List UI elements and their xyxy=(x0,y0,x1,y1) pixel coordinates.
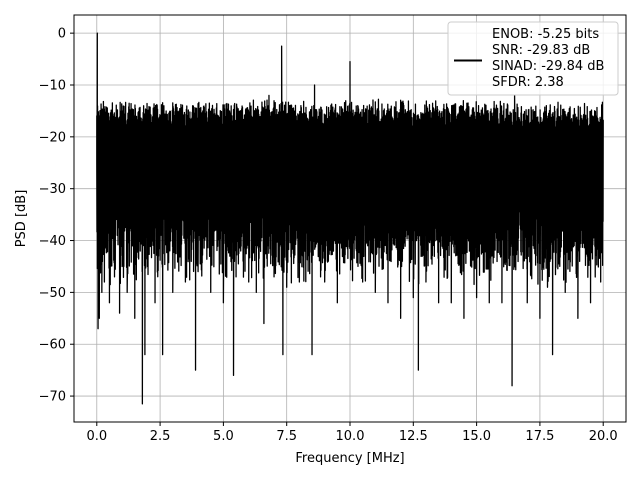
legend: ENOB: -5.25 bits SNR: -29.83 dB SINAD: -… xyxy=(447,21,619,96)
x-axis-ticks: 0.0 2.5 5.0 7.5 10.0 12.5 15.0 17.5 20.0 xyxy=(86,422,618,444)
y-axis-label: PSD [dB] xyxy=(14,190,29,248)
legend-label-sinad: SINAD: -29.84 dB xyxy=(492,59,604,74)
x-tick-label: 10.0 xyxy=(336,429,365,444)
x-axis-label: Frequency [MHz] xyxy=(295,451,404,466)
x-tick-label: 2.5 xyxy=(150,429,171,444)
series-psd xyxy=(96,32,604,405)
y-tick-label: −20 xyxy=(39,130,66,145)
y-tick-label: −60 xyxy=(39,338,66,353)
x-tick-label: 12.5 xyxy=(399,429,428,444)
x-tick-label: 20.0 xyxy=(589,429,618,444)
x-tick-label: 7.5 xyxy=(276,429,297,444)
y-tick-label: −40 xyxy=(39,234,66,249)
legend-label-enob: ENOB: -5.25 bits xyxy=(492,27,599,42)
x-tick-label: 17.5 xyxy=(525,429,554,444)
legend-label-sfdr: SFDR: 2.38 xyxy=(492,75,564,90)
y-tick-label: −30 xyxy=(39,182,66,197)
y-tick-label: −50 xyxy=(39,286,66,301)
y-tick-label: −70 xyxy=(39,390,66,405)
y-tick-label: −10 xyxy=(39,78,66,93)
x-tick-label: 15.0 xyxy=(462,429,491,444)
x-tick-label: 5.0 xyxy=(213,429,234,444)
y-axis-ticks: 0 −10 −20 −30 −40 −50 −60 −70 xyxy=(39,27,74,405)
legend-label-snr: SNR: -29.83 dB xyxy=(492,43,590,58)
x-tick-label: 0.0 xyxy=(86,429,107,444)
y-tick-label: 0 xyxy=(58,27,66,42)
psd-series-line xyxy=(96,32,604,405)
legend-box xyxy=(447,21,619,96)
